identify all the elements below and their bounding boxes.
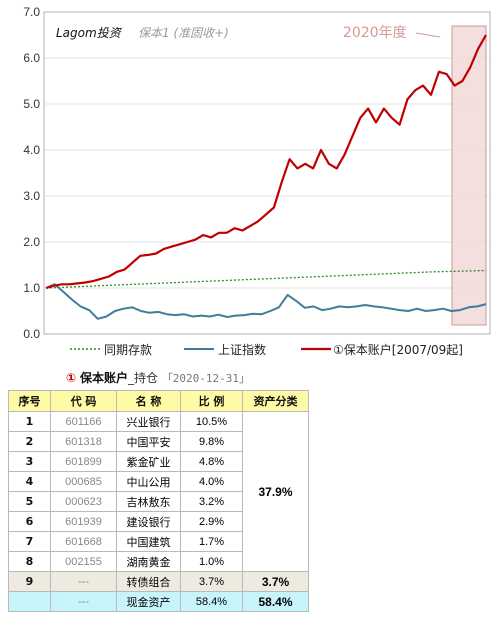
table-row: 7 601668 中国建筑 1.7%: [8, 531, 309, 552]
row-code: 601668: [50, 531, 117, 552]
row-no: 8: [8, 551, 51, 572]
col-header-pct: 比 例: [180, 390, 243, 412]
y-tick-label: 7.0: [23, 5, 40, 19]
row-pct: 3.2%: [180, 491, 243, 512]
index-series-line: [45, 283, 487, 320]
y-tick-label: 2.0: [23, 235, 40, 249]
table-row-bond: 9 --- 转债组合 3.7% 3.7%: [8, 571, 309, 592]
row-name: 兴业银行: [116, 411, 181, 432]
holdings-date: 「2020-12-31」: [161, 372, 251, 385]
row-code: 601899: [50, 451, 117, 472]
legend-deposit-label: 同期存款: [104, 343, 152, 357]
table-row: 4 000685 中山公用 4.0%: [8, 471, 309, 492]
row-name: 中国建筑: [116, 531, 181, 552]
equity-total: 37.9%: [242, 411, 309, 572]
account-number-badge: ①: [65, 371, 77, 385]
col-header-class: 资产分类: [242, 390, 309, 412]
row-pct: 2.9%: [180, 511, 243, 532]
row-no: 2: [8, 431, 51, 452]
row-pct: 3.7%: [180, 571, 243, 592]
y-tick-label: 6.0: [23, 51, 40, 65]
table-row-cash: --- 现金资产 58.4% 58.4%: [8, 591, 309, 612]
holdings-table: 序号 代 码 名 称 比 例 资产分类 1 601166 兴业银行 10.5% …: [8, 390, 309, 612]
row-name: 吉林敖东: [116, 491, 181, 512]
row-name: 紫金矿业: [116, 451, 181, 472]
table-row: 3 601899 紫金矿业 4.8%: [8, 451, 309, 472]
y-tick-label: 4.0: [23, 143, 40, 157]
account-series-line: [45, 34, 487, 290]
row-no: 7: [8, 531, 51, 552]
row-no: 9: [8, 571, 51, 592]
row-pct: 4.8%: [180, 451, 243, 472]
highlight-2020-region: [451, 25, 487, 326]
row-pct: 10.5%: [180, 411, 243, 432]
row-pct: 58.4%: [180, 591, 243, 612]
holdings-title: ① 保本账户_持仓 「2020-12-31」: [8, 366, 308, 390]
gridlines: [44, 57, 490, 289]
row-no: [8, 591, 51, 612]
row-pct: 1.0%: [180, 551, 243, 572]
table-header-row: 序号 代 码 名 称 比 例 资产分类: [8, 390, 309, 412]
row-code: ---: [50, 571, 117, 592]
table-row: 5 000623 吉林敖东 3.2%: [8, 491, 309, 512]
y-axis-ticks: 0.0 1.0 2.0 3.0 4.0 5.0 6.0 7.0: [23, 5, 40, 341]
legend: 同期存款 上证指数 ①保本账户[2007/09起]: [70, 342, 463, 357]
performance-chart: 0.0 1.0 2.0 3.0 4.0 5.0 6.0 7.0 Lagom投资 保本1 (准固…: [23, 5, 491, 357]
cash-total: 58.4%: [242, 591, 309, 612]
col-header-name: 名 称: [116, 390, 181, 412]
row-code: 601939: [50, 511, 117, 532]
row-no: 6: [8, 511, 51, 532]
y-tick-label: 0.0: [23, 327, 40, 341]
holdings-panel: ① 保本账户_持仓 「2020-12-31」 序号 代 码 名 称 比 例 资产…: [8, 366, 309, 612]
y-tick-label: 3.0: [23, 189, 40, 203]
row-name: 建设银行: [116, 511, 181, 532]
row-name: 中国平安: [116, 431, 181, 452]
y-tick-label: 1.0: [23, 281, 40, 295]
row-code: 601166: [50, 411, 117, 432]
chart-title: Lagom投资: [56, 26, 123, 40]
row-code: 601318: [50, 431, 117, 452]
plot-frame: [43, 11, 491, 335]
row-pct: 1.7%: [180, 531, 243, 552]
row-no: 5: [8, 491, 51, 512]
y-tick-label: 5.0: [23, 97, 40, 111]
bond-total: 3.7%: [242, 571, 309, 592]
table-row: 1 601166 兴业银行 10.5% 37.9%: [8, 411, 309, 572]
chart-subtitle: 保本1 (准固收+): [138, 26, 229, 40]
holdings-suffix: _持仓: [127, 371, 158, 385]
annotation-2020: 2020年度: [343, 25, 407, 41]
row-code: 002155: [50, 551, 117, 572]
col-header-code: 代 码: [50, 390, 117, 412]
row-no: 3: [8, 451, 51, 472]
deposit-series-line: [45, 269, 487, 289]
row-name: 现金资产: [116, 591, 181, 612]
series-lines: [45, 34, 487, 320]
row-no: 1: [8, 411, 51, 432]
row-code: ---: [50, 591, 117, 612]
row-name: 转债组合: [116, 571, 181, 592]
legend-account-label: ①保本账户[2007/09起]: [333, 342, 463, 357]
row-code: 000623: [50, 491, 117, 512]
annotation-pointer: [415, 32, 441, 38]
row-pct: 4.0%: [180, 471, 243, 492]
table-row: 6 601939 建设银行 2.9%: [8, 511, 309, 532]
table-row: 2 601318 中国平安 9.8%: [8, 431, 309, 452]
row-name: 湖南黄金: [116, 551, 181, 572]
row-name: 中山公用: [116, 471, 181, 492]
row-no: 4: [8, 471, 51, 492]
row-code: 000685: [50, 471, 117, 492]
account-name: 保本账户: [79, 371, 128, 385]
row-pct: 9.8%: [180, 431, 243, 452]
legend-index-label: 上证指数: [218, 342, 266, 357]
col-header-no: 序号: [8, 390, 51, 412]
